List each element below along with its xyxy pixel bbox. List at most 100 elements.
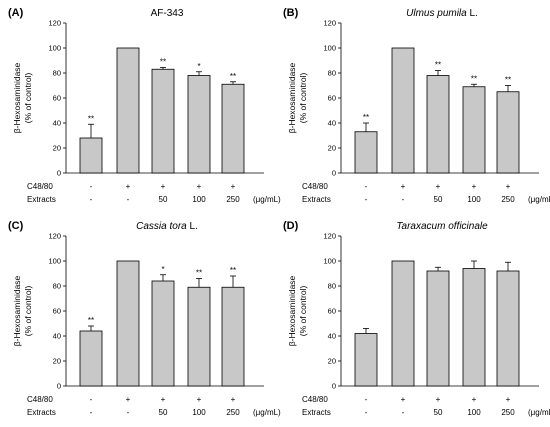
- bar: [221, 83, 245, 174]
- significance-marker: **: [196, 269, 202, 278]
- chart-title-part: Ulmus pumila: [406, 8, 467, 19]
- extract-dose: -: [127, 195, 130, 204]
- chart-title: AF-343: [151, 8, 184, 19]
- c4880-condition: -: [90, 395, 93, 404]
- extract-dose: 50: [434, 195, 443, 204]
- chart-title-part: L.: [187, 221, 198, 232]
- panel-label: (D): [283, 220, 299, 232]
- extract-dose: 100: [192, 195, 206, 204]
- y-tick-label: 100: [48, 257, 61, 266]
- c4880-condition: +: [161, 182, 166, 191]
- bar: [462, 86, 486, 174]
- c4880-condition: -: [90, 182, 93, 191]
- extract-dose: -: [365, 408, 368, 417]
- dose-unit-label: (μg/mL): [253, 408, 281, 417]
- y-tick-label: 80: [328, 282, 336, 291]
- extract-dose: -: [402, 195, 405, 204]
- chart-title: Ulmus pumila L.: [406, 8, 478, 19]
- bar: [116, 47, 140, 174]
- y-axis-label: β-Hexosaminidase: [12, 62, 22, 133]
- bar: [496, 270, 520, 387]
- y-axis-label-units: (% of control): [23, 286, 33, 337]
- chart-panel-b: (B) Ulmus pumila L. β-Hexosaminidase (% of …: [275, 0, 550, 213]
- y-tick-label: 0: [332, 382, 336, 391]
- bar-chart-a: (A) AF-343 β-Hexosaminidase (% of control) 0…: [8, 7, 281, 204]
- extract-dose: -: [365, 195, 368, 204]
- significance-marker: **: [435, 61, 441, 70]
- dose-unit-label: (μg/mL): [528, 195, 550, 204]
- dose-unit-label: (μg/mL): [528, 408, 550, 417]
- y-tick-label: 40: [53, 119, 61, 128]
- significance-marker: **: [230, 266, 236, 275]
- c4880-row-label: C48/80: [302, 395, 328, 404]
- bar: [187, 75, 211, 174]
- chart-title-part: AF-343: [151, 8, 184, 19]
- extract-dose: -: [127, 408, 130, 417]
- significance-marker: *: [197, 62, 200, 71]
- bar: [462, 268, 486, 387]
- c4880-condition: +: [472, 182, 477, 191]
- y-tick-label: 0: [57, 382, 61, 391]
- y-tick-label: 20: [328, 357, 336, 366]
- c4880-condition: +: [126, 395, 131, 404]
- bar: [426, 75, 450, 174]
- bar: [151, 68, 175, 174]
- c4880-condition: -: [365, 182, 368, 191]
- extract-dose: 250: [226, 408, 240, 417]
- y-tick-label: 20: [328, 144, 336, 153]
- c4880-condition: +: [401, 395, 406, 404]
- y-tick-label: 40: [328, 332, 336, 341]
- extract-dose: 250: [501, 195, 515, 204]
- bar-chart-b: (B) Ulmus pumila L. β-Hexosaminidase (% of …: [283, 7, 550, 204]
- bar-chart-d: (D) Taraxacum officinaleβ-Hexosaminidase(…: [283, 220, 550, 417]
- chart-panel-d: (D) Taraxacum officinale β-Hexosaminidase(…: [275, 213, 550, 426]
- y-tick-label: 60: [53, 307, 61, 316]
- panel-label: (B): [283, 7, 299, 19]
- bar: [354, 333, 378, 387]
- extract-dose: 250: [226, 195, 240, 204]
- y-tick-label: 100: [323, 44, 336, 53]
- y-tick-label: 80: [53, 282, 61, 291]
- bar: [221, 286, 245, 387]
- c4880-condition: -: [365, 395, 368, 404]
- y-tick-label: 120: [323, 232, 336, 241]
- bar: [354, 131, 378, 174]
- chart-panel-c: (C) Cassia tora L. β-Hexosaminidase (% of c…: [0, 213, 281, 426]
- chart-title: Cassia tora L.: [136, 221, 198, 232]
- chart-title-part: L.: [467, 8, 478, 19]
- y-tick-label: 40: [328, 119, 336, 128]
- extract-dose: 100: [467, 408, 481, 417]
- y-tick-label: 40: [53, 332, 61, 341]
- y-tick-label: 20: [53, 144, 61, 153]
- bar: [79, 137, 103, 174]
- extracts-row-label: Extracts: [302, 408, 331, 417]
- c4880-condition: +: [506, 182, 511, 191]
- bar: [187, 286, 211, 387]
- c4880-condition: +: [126, 182, 131, 191]
- bar: [496, 91, 520, 174]
- chart-title-part: Taraxacum officinale: [396, 221, 488, 232]
- y-tick-label: 0: [57, 169, 61, 178]
- extract-dose: 100: [192, 408, 206, 417]
- y-tick-label: 120: [323, 19, 336, 28]
- bar: [151, 280, 175, 387]
- panel-label: (C): [8, 220, 24, 232]
- extract-dose: 50: [434, 408, 443, 417]
- extract-dose: 250: [501, 408, 515, 417]
- extracts-row-label: Extracts: [27, 195, 56, 204]
- extract-dose: -: [90, 408, 93, 417]
- extract-dose: 50: [159, 408, 168, 417]
- chart-title: Taraxacum officinale: [396, 221, 488, 232]
- y-tick-label: 80: [53, 69, 61, 78]
- significance-marker: **: [160, 57, 166, 66]
- c4880-condition: +: [436, 395, 441, 404]
- significance-marker: **: [88, 114, 94, 123]
- significance-marker: *: [161, 265, 164, 274]
- c4880-condition: +: [231, 182, 236, 191]
- panel-label: (A): [8, 7, 24, 19]
- c4880-row-label: C48/80: [27, 395, 53, 404]
- c4880-row-label: C48/80: [302, 182, 328, 191]
- y-axis-label: β-Hexosaminidase: [12, 275, 22, 346]
- bar: [426, 270, 450, 387]
- bar: [116, 260, 140, 387]
